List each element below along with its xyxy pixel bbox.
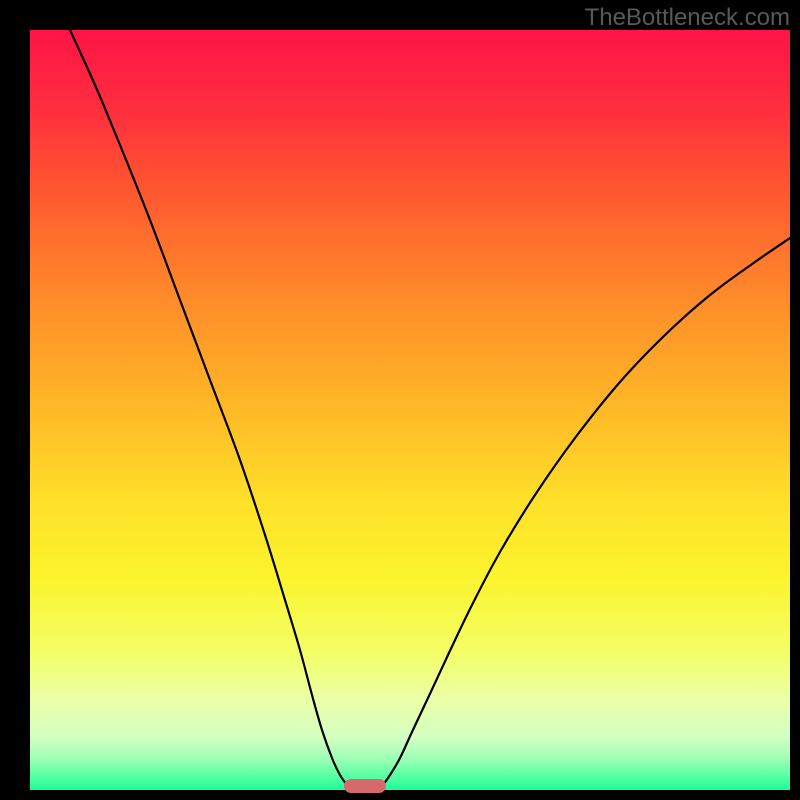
watermark-text: TheBottleneck.com <box>585 4 790 32</box>
plot-area <box>30 30 790 790</box>
chart-container: TheBottleneck.com <box>0 0 800 800</box>
gradient-background <box>30 30 790 790</box>
optimum-marker <box>344 779 386 793</box>
